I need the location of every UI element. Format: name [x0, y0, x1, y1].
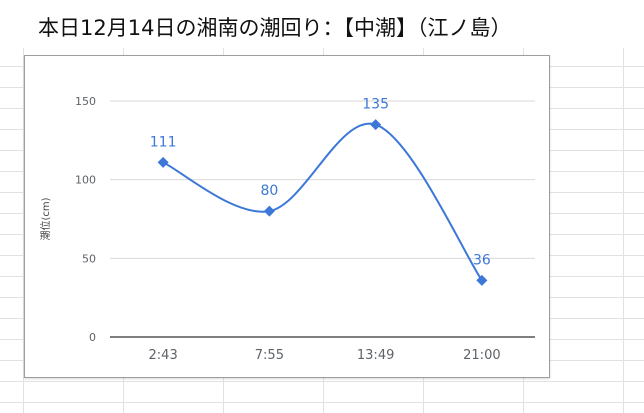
data-label: 80: [260, 183, 278, 199]
y-tick-label: 50: [82, 252, 96, 265]
y-tick-label: 100: [75, 174, 96, 187]
page-title: 本日12月14日の湘南の潮回り：【中潮】（江ノ島）: [38, 16, 512, 40]
x-tick-label: 2:43: [149, 348, 178, 363]
y-tick-label: 150: [75, 95, 96, 108]
tide-chart[interactable]: 0 50 100 150 潮位(cm) 2:43 7:55 13:49 21:00 111 80 13…: [24, 55, 550, 378]
x-tick-label: 7:55: [255, 348, 284, 363]
data-point-marker: [263, 205, 275, 217]
y-tick-label: 0: [89, 331, 96, 344]
data-point-marker: [476, 274, 488, 286]
x-tick-label: 13:49: [357, 348, 394, 363]
data-label: 36: [473, 252, 491, 268]
y-axis-label: 潮位(cm): [39, 197, 52, 240]
x-tick-label: 21:00: [463, 348, 500, 363]
series-line: [162, 122, 483, 281]
data-point-marker: [157, 156, 169, 168]
data-point-marker: [370, 119, 382, 131]
chart-canvas: 0 50 100 150 潮位(cm) 2:43 7:55 13:49 21:00 111 80 13…: [39, 95, 535, 363]
data-label: 111: [150, 134, 177, 150]
data-label: 135: [362, 97, 389, 113]
title-cell[interactable]: 本日12月14日の湘南の潮回り：【中潮】（江ノ島）: [0, 0, 644, 48]
